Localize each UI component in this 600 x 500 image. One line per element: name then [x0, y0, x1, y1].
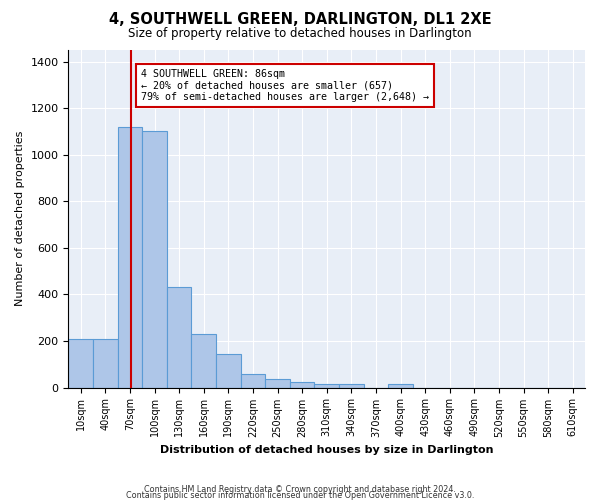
Bar: [93, 338, 118, 388]
Bar: [167, 288, 191, 388]
Bar: [339, 384, 364, 388]
Text: Contains HM Land Registry data © Crown copyright and database right 2024.: Contains HM Land Registry data © Crown c…: [144, 484, 456, 494]
Bar: [142, 132, 167, 388]
Bar: [241, 374, 265, 388]
Text: Size of property relative to detached houses in Darlington: Size of property relative to detached ho…: [128, 28, 472, 40]
Bar: [68, 338, 93, 388]
Text: 4, SOUTHWELL GREEN, DARLINGTON, DL1 2XE: 4, SOUTHWELL GREEN, DARLINGTON, DL1 2XE: [109, 12, 491, 28]
Text: 4 SOUTHWELL GREEN: 86sqm
← 20% of detached houses are smaller (657)
79% of semi-: 4 SOUTHWELL GREEN: 86sqm ← 20% of detach…: [140, 68, 428, 102]
X-axis label: Distribution of detached houses by size in Darlington: Distribution of detached houses by size …: [160, 445, 493, 455]
Bar: [290, 382, 314, 388]
Bar: [314, 384, 339, 388]
Bar: [118, 127, 142, 388]
Bar: [191, 334, 216, 388]
Bar: [388, 384, 413, 388]
Bar: [216, 354, 241, 388]
Y-axis label: Number of detached properties: Number of detached properties: [15, 131, 25, 306]
Text: Contains public sector information licensed under the Open Government Licence v3: Contains public sector information licen…: [126, 490, 474, 500]
Bar: [265, 379, 290, 388]
